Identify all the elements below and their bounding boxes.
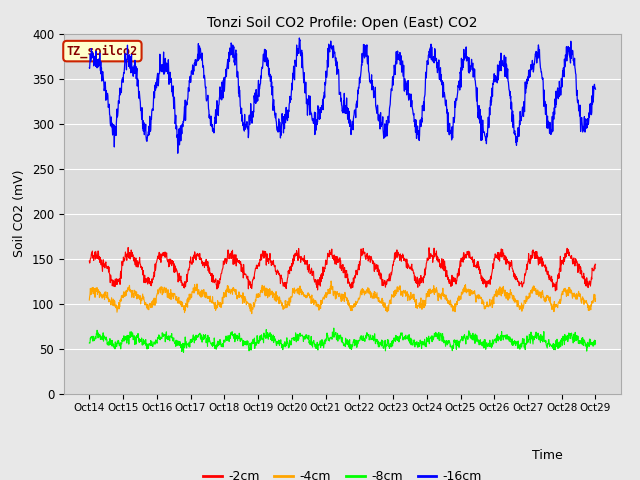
Y-axis label: Soil CO2 (mV): Soil CO2 (mV) [13, 170, 26, 257]
Text: TZ_soilco2: TZ_soilco2 [67, 44, 138, 58]
Text: Time: Time [532, 449, 563, 462]
Legend: -2cm, -4cm, -8cm, -16cm: -2cm, -4cm, -8cm, -16cm [198, 465, 487, 480]
Title: Tonzi Soil CO2 Profile: Open (East) CO2: Tonzi Soil CO2 Profile: Open (East) CO2 [207, 16, 477, 30]
